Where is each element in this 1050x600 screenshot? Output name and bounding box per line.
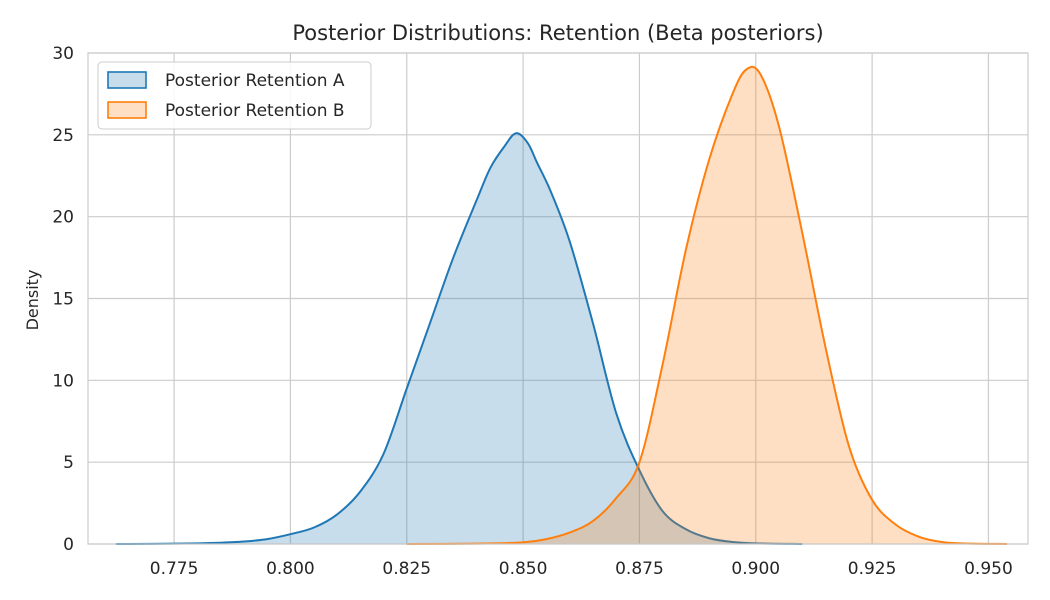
legend-label-a: Posterior Retention A bbox=[165, 71, 345, 91]
density-line-a bbox=[115, 132, 803, 545]
y-axis-label: Density bbox=[23, 270, 42, 331]
y-tick-label: 10 bbox=[52, 371, 74, 391]
density-line-b bbox=[406, 65, 1008, 545]
y-tick-label: 20 bbox=[52, 208, 74, 228]
y-tick-label: 5 bbox=[63, 453, 74, 473]
legend: Posterior Retention A Posterior Retention… bbox=[97, 61, 372, 130]
chart-title: Posterior Distributions: Retention (Beta… bbox=[292, 21, 823, 45]
x-tick-label: 0.900 bbox=[731, 559, 780, 579]
y-tick-label: 15 bbox=[52, 290, 74, 310]
x-tick-label: 0.950 bbox=[964, 559, 1013, 579]
x-tick-label: 0.800 bbox=[266, 559, 315, 579]
legend-label-b: Posterior Retention B bbox=[165, 101, 345, 121]
density-area-a bbox=[115, 133, 803, 544]
y-tick-label: 0 bbox=[63, 535, 74, 555]
legend-swatch-b bbox=[107, 101, 147, 119]
x-tick-label: 0.875 bbox=[615, 559, 664, 579]
legend-swatch-a bbox=[107, 71, 147, 89]
x-tick-label: 0.825 bbox=[382, 559, 431, 579]
grid bbox=[88, 52, 1028, 545]
plot-frame bbox=[87, 52, 1029, 545]
x-tick-label: 0.925 bbox=[848, 559, 897, 579]
y-tick-label: 25 bbox=[52, 126, 74, 146]
x-tick-label: 0.850 bbox=[499, 559, 548, 579]
legend-box bbox=[97, 61, 372, 130]
tick-labels: 0.775 0.800 0.825 0.850 0.875 0.900 0.925 0.950… bbox=[52, 44, 1012, 579]
density-area-b bbox=[406, 66, 1008, 544]
x-tick-label: 0.775 bbox=[150, 559, 199, 579]
y-tick-label: 30 bbox=[52, 44, 74, 64]
series-layer bbox=[115, 65, 1008, 545]
